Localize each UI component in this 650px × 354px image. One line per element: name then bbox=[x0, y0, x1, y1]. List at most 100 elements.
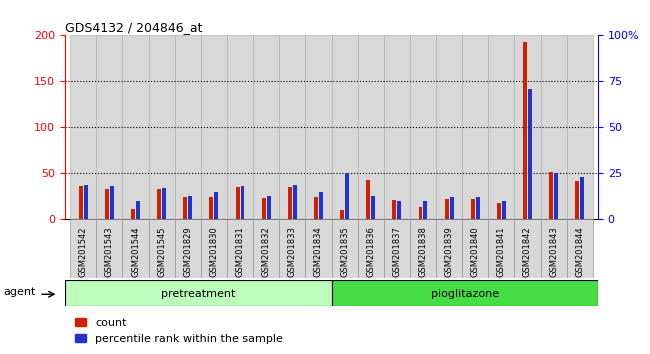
Bar bbox=[410, 219, 436, 278]
Legend: count, percentile rank within the sample: count, percentile rank within the sample bbox=[71, 314, 287, 348]
Bar bbox=[332, 219, 358, 278]
Bar bbox=[580, 177, 584, 219]
Text: GSM201838: GSM201838 bbox=[419, 227, 428, 278]
Bar bbox=[314, 198, 318, 219]
Bar bbox=[131, 209, 135, 219]
Bar bbox=[253, 35, 280, 219]
Bar bbox=[240, 186, 244, 219]
Bar bbox=[266, 195, 270, 219]
Bar bbox=[436, 219, 462, 278]
Text: GSM201843: GSM201843 bbox=[549, 227, 558, 277]
Text: GSM201829: GSM201829 bbox=[183, 227, 192, 277]
Bar bbox=[96, 35, 122, 219]
Bar bbox=[227, 35, 253, 219]
Text: GSM201841: GSM201841 bbox=[497, 227, 506, 277]
Bar bbox=[183, 198, 187, 219]
Bar bbox=[227, 219, 253, 278]
Bar bbox=[393, 200, 396, 219]
Bar bbox=[471, 199, 474, 219]
Bar bbox=[384, 219, 410, 278]
Bar bbox=[554, 173, 558, 219]
Bar bbox=[122, 35, 149, 219]
Bar bbox=[149, 219, 175, 278]
Bar bbox=[502, 201, 506, 219]
Bar bbox=[293, 184, 297, 219]
Bar bbox=[567, 219, 593, 278]
Text: GSM201543: GSM201543 bbox=[105, 227, 114, 277]
Bar bbox=[253, 219, 280, 278]
Bar bbox=[214, 192, 218, 219]
Bar bbox=[528, 89, 532, 219]
Bar bbox=[514, 35, 541, 219]
Bar bbox=[122, 219, 149, 278]
Bar bbox=[462, 219, 488, 278]
Bar bbox=[371, 195, 375, 219]
Bar bbox=[70, 35, 96, 219]
Bar bbox=[288, 187, 292, 219]
Text: agent: agent bbox=[3, 287, 36, 297]
Bar bbox=[445, 199, 448, 219]
Bar bbox=[306, 219, 332, 278]
Bar bbox=[332, 280, 598, 306]
Bar bbox=[358, 219, 384, 278]
Text: GSM201833: GSM201833 bbox=[288, 227, 297, 278]
Text: GSM201836: GSM201836 bbox=[366, 227, 375, 278]
Text: GSM201837: GSM201837 bbox=[393, 227, 401, 278]
Bar bbox=[514, 219, 541, 278]
Bar bbox=[423, 201, 428, 219]
Bar bbox=[201, 219, 227, 278]
Bar bbox=[384, 35, 410, 219]
Bar bbox=[462, 35, 488, 219]
Text: GSM201545: GSM201545 bbox=[157, 227, 166, 277]
Bar bbox=[476, 198, 480, 219]
Text: GSM201844: GSM201844 bbox=[575, 227, 584, 277]
Bar bbox=[332, 35, 358, 219]
Bar bbox=[567, 35, 593, 219]
Bar bbox=[345, 173, 349, 219]
Bar bbox=[235, 187, 240, 219]
Bar bbox=[162, 188, 166, 219]
Bar bbox=[306, 35, 332, 219]
Bar bbox=[65, 280, 332, 306]
Bar bbox=[436, 35, 462, 219]
Bar bbox=[358, 35, 384, 219]
Text: GSM201830: GSM201830 bbox=[209, 227, 218, 277]
Bar bbox=[340, 210, 344, 219]
Text: pioglitazone: pioglitazone bbox=[431, 289, 499, 299]
Bar bbox=[84, 184, 88, 219]
Bar bbox=[497, 203, 500, 219]
Bar bbox=[262, 198, 266, 219]
Text: GSM201839: GSM201839 bbox=[445, 227, 454, 277]
Bar bbox=[201, 35, 227, 219]
Bar bbox=[488, 219, 514, 278]
Bar bbox=[280, 219, 306, 278]
Bar bbox=[175, 219, 201, 278]
Bar bbox=[136, 201, 140, 219]
Bar bbox=[541, 35, 567, 219]
Bar bbox=[488, 35, 514, 219]
Bar bbox=[175, 35, 201, 219]
Bar bbox=[157, 189, 161, 219]
Bar bbox=[419, 207, 422, 219]
Bar bbox=[319, 192, 323, 219]
Text: pretreatment: pretreatment bbox=[161, 289, 235, 299]
Bar bbox=[96, 219, 122, 278]
Bar bbox=[280, 35, 306, 219]
Bar bbox=[450, 198, 454, 219]
Bar bbox=[188, 195, 192, 219]
Text: GSM201835: GSM201835 bbox=[340, 227, 349, 277]
Bar bbox=[523, 42, 527, 219]
Bar bbox=[79, 186, 83, 219]
Bar bbox=[397, 201, 401, 219]
Text: GSM201832: GSM201832 bbox=[262, 227, 270, 277]
Text: GDS4132 / 204846_at: GDS4132 / 204846_at bbox=[65, 21, 203, 34]
Bar bbox=[70, 219, 96, 278]
Bar bbox=[575, 181, 579, 219]
Bar bbox=[110, 186, 114, 219]
Bar bbox=[105, 189, 109, 219]
Text: GSM201840: GSM201840 bbox=[471, 227, 480, 277]
Text: GSM201831: GSM201831 bbox=[235, 227, 244, 277]
Text: GSM201842: GSM201842 bbox=[523, 227, 532, 277]
Bar bbox=[549, 172, 553, 219]
Bar bbox=[541, 219, 567, 278]
